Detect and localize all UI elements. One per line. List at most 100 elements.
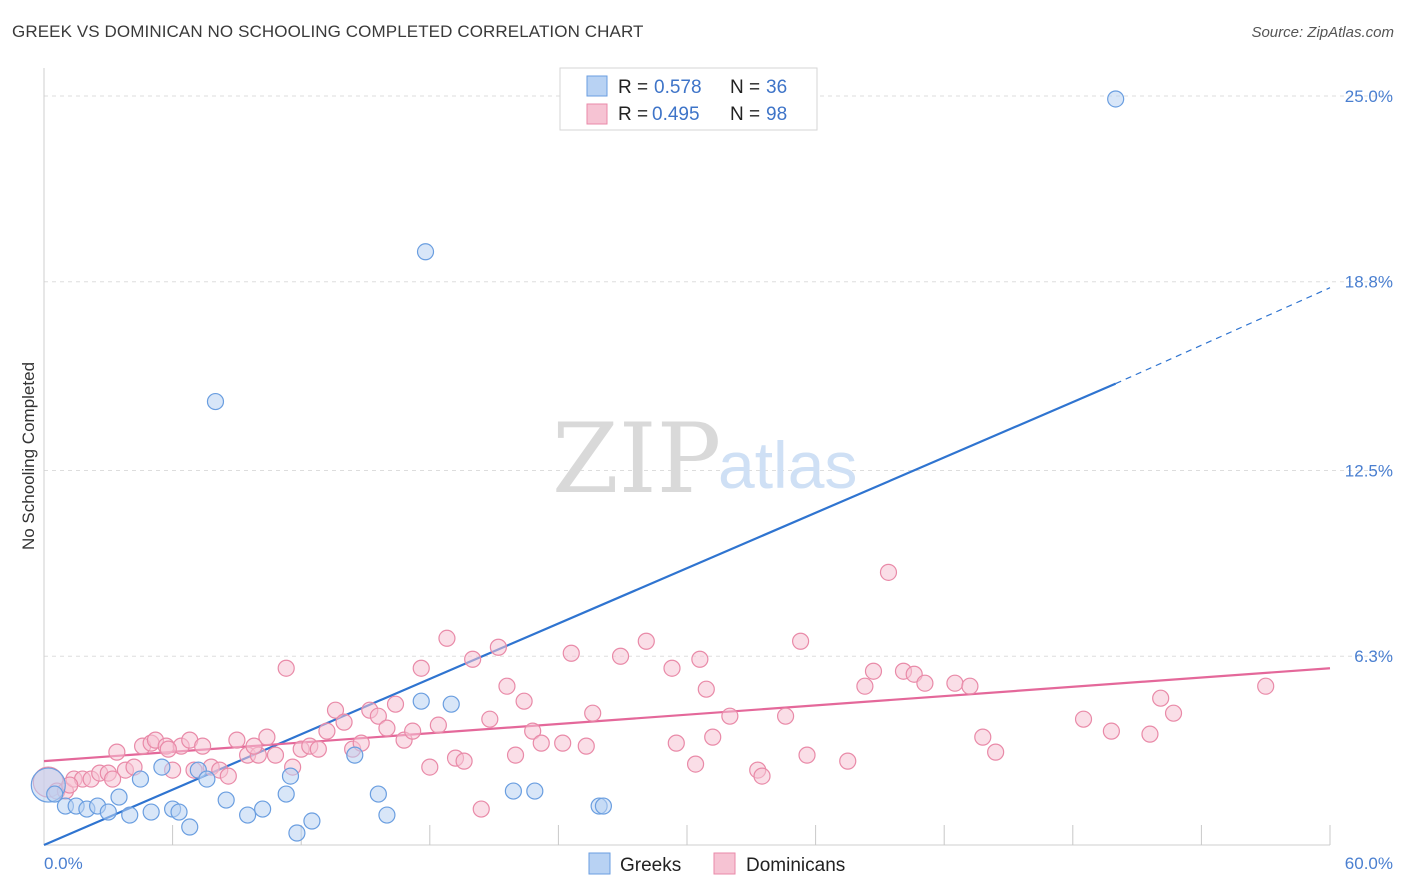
dominican-point bbox=[864, 662, 883, 680]
greek-point bbox=[254, 800, 272, 818]
greek-point bbox=[412, 692, 430, 710]
greek-point bbox=[217, 791, 235, 809]
dominican-point bbox=[532, 734, 550, 752]
dominican-point bbox=[663, 659, 681, 677]
dominican-point bbox=[194, 737, 212, 755]
bottom-legend: Greeks Dominicans bbox=[588, 852, 845, 876]
legend-r-value-dominicans: 0.495 bbox=[652, 104, 700, 125]
dominican-point bbox=[309, 740, 327, 758]
x-tick-label-max: 60.0% bbox=[1345, 854, 1393, 873]
dominican-point bbox=[611, 647, 630, 665]
dominican-point bbox=[472, 800, 490, 818]
dominican-point bbox=[524, 722, 542, 740]
greek-point bbox=[288, 824, 306, 842]
legend-n-value-greeks: 36 bbox=[766, 77, 787, 98]
legend-swatch-greeks bbox=[586, 75, 608, 97]
dominican-point bbox=[879, 563, 898, 581]
bottom-legend-swatch-greeks bbox=[588, 852, 611, 875]
greek-point bbox=[378, 806, 396, 824]
dominican-point bbox=[798, 746, 816, 764]
dominican-point bbox=[318, 722, 336, 740]
dominican-point bbox=[946, 674, 964, 692]
greek-point bbox=[526, 782, 544, 800]
greek-point bbox=[206, 392, 225, 411]
greek-point bbox=[181, 818, 199, 836]
dominican-point bbox=[791, 632, 810, 650]
dominican-point bbox=[916, 674, 934, 692]
dominican-point bbox=[258, 728, 276, 746]
trend-lines bbox=[43, 287, 1331, 847]
greek-trend-extension bbox=[1115, 287, 1331, 385]
dominican-point bbox=[721, 707, 739, 725]
bottom-legend-swatch-dominicans bbox=[713, 852, 736, 875]
dominican-point bbox=[266, 746, 285, 764]
dominican-point bbox=[776, 707, 795, 725]
dominican-point bbox=[1152, 689, 1170, 707]
watermark-zip: ZIP bbox=[552, 403, 721, 515]
dominican-point bbox=[691, 650, 709, 668]
dominican-point bbox=[1102, 722, 1120, 740]
x-tick-label-min: 0.0% bbox=[44, 854, 83, 873]
dominican-point bbox=[369, 707, 387, 725]
greek-point bbox=[346, 746, 364, 764]
dominican-point bbox=[378, 719, 396, 737]
greek-point bbox=[369, 785, 387, 803]
dominican-point bbox=[159, 740, 177, 758]
dominican-point bbox=[515, 692, 533, 710]
greek-point bbox=[239, 806, 257, 824]
dominican-point bbox=[103, 770, 122, 788]
dominican-point bbox=[245, 737, 263, 755]
greek-point bbox=[1107, 90, 1125, 108]
greek-point bbox=[594, 797, 613, 815]
dominican-point bbox=[686, 755, 705, 773]
dominican-point bbox=[455, 752, 473, 770]
dominican-point bbox=[412, 659, 430, 677]
dominican-point bbox=[228, 731, 246, 749]
dominican-point bbox=[1164, 704, 1183, 722]
greek-point bbox=[277, 785, 295, 803]
greek-point bbox=[416, 243, 435, 261]
dominican-point bbox=[386, 695, 405, 713]
legend-r-label-greeks: R = bbox=[618, 77, 648, 98]
greek-point bbox=[504, 782, 522, 800]
dominican-point bbox=[481, 710, 499, 728]
greek-point bbox=[170, 803, 188, 821]
greek-point bbox=[198, 770, 216, 788]
y-tick-label: 18.8% bbox=[1345, 273, 1393, 292]
legend-swatch-dominicans bbox=[586, 103, 608, 125]
dominican-point bbox=[1141, 725, 1159, 743]
legend-r-label-dominicans: R = bbox=[618, 104, 648, 125]
legend-n-label-greeks: N = bbox=[730, 77, 760, 98]
greek-points bbox=[30, 90, 1125, 842]
greek-point bbox=[142, 803, 160, 821]
source-label: Source: ZipAtlas.com bbox=[1251, 24, 1394, 41]
greek-point bbox=[99, 803, 117, 821]
dominican-point bbox=[697, 680, 715, 698]
greek-point bbox=[110, 788, 128, 806]
dominican-point bbox=[961, 677, 979, 695]
dominican-point bbox=[464, 650, 482, 668]
dominican-point bbox=[404, 722, 422, 740]
dominican-point bbox=[637, 632, 655, 650]
greek-point bbox=[46, 785, 64, 803]
dominican-point bbox=[438, 629, 456, 647]
dominican-point bbox=[554, 734, 572, 752]
dominican-point bbox=[506, 746, 525, 764]
legend-r-value-greeks: 0.578 bbox=[654, 77, 702, 98]
watermark-atlas: atlas bbox=[718, 428, 857, 502]
greek-point bbox=[442, 695, 460, 713]
y-axis-tick-labels: 6.3% 12.5% 18.8% 25.0% bbox=[1345, 87, 1393, 666]
dominican-point bbox=[421, 758, 439, 776]
legend-n-label-dominicans: N = bbox=[730, 104, 760, 125]
dominican-point bbox=[1074, 710, 1093, 728]
chart-title: GREEK VS DOMINICAN NO SCHOOLING COMPLETE… bbox=[12, 22, 644, 41]
greek-point bbox=[281, 767, 300, 785]
dominican-point bbox=[584, 704, 602, 722]
greek-point bbox=[303, 812, 321, 830]
legend: R = 0.578 N = 36 R = 0.495 N = 98 bbox=[559, 67, 818, 131]
dominican-point bbox=[704, 728, 722, 746]
greek-point bbox=[153, 758, 171, 776]
y-axis-label: No Schooling Completed bbox=[19, 362, 38, 550]
dominican-point bbox=[1257, 677, 1275, 695]
